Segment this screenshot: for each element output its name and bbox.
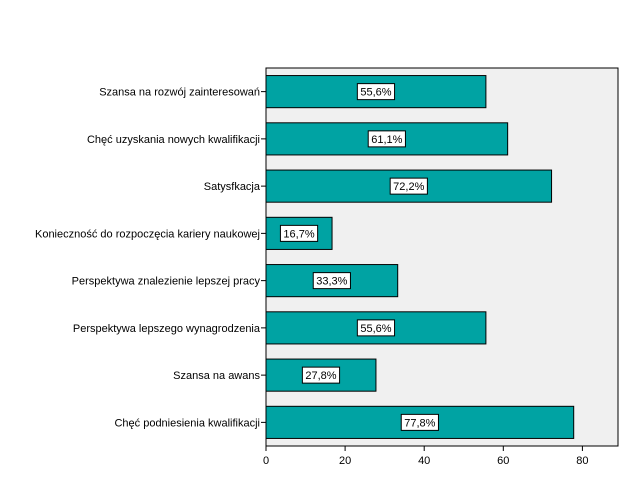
x-tick-label: 0 — [263, 455, 269, 467]
category-labels: Szansa na rozwój zainteresowań Chęć uzysk… — [35, 87, 266, 429]
x-tick-label: 80 — [576, 455, 588, 467]
data-label: 72,2% — [393, 181, 424, 193]
category-label: Konieczność do rozpoczęcia kariery nauko… — [35, 228, 260, 240]
data-label: 77,8% — [404, 417, 435, 429]
data-label: 55,6% — [360, 323, 391, 335]
bars-group: 55,6% 61,1% 72,2% 16,7% 33,3% 55,6% 27,8% 77,8% — [265, 75, 575, 439]
data-label-box — [400, 413, 439, 431]
data-label-box — [367, 130, 406, 148]
data-label: 16,7% — [283, 228, 314, 240]
category-label: Perspektywa lepszego wynagrodzenia — [73, 323, 261, 335]
x-tick-label: 40 — [418, 455, 430, 467]
data-label: 55,6% — [360, 87, 391, 99]
data-label: 33,3% — [316, 276, 347, 288]
data-label-box — [279, 224, 319, 242]
data-label-box — [356, 83, 396, 101]
category-label: Perspektywa znalezienie lepszej pracy — [72, 276, 261, 288]
x-tick-label: 20 — [339, 455, 351, 467]
data-label-box — [312, 272, 351, 290]
data-label: 61,1% — [371, 134, 402, 146]
data-label: 27,8% — [305, 370, 336, 382]
category-label: Chęć uzyskania nowych kwalifikacji — [87, 134, 260, 146]
x-axis-ticks: 0 20 40 60 80 — [263, 446, 589, 467]
data-label-box — [356, 319, 396, 337]
data-label-box — [389, 177, 428, 195]
category-label: Chęć podniesienia kwalifikacji — [114, 417, 260, 429]
data-label-box — [301, 366, 341, 384]
category-label: Satysfkacja — [204, 181, 261, 193]
category-label: Szansa na awans — [173, 370, 260, 382]
x-tick-label: 60 — [497, 455, 509, 467]
category-label: Szansa na rozwój zainteresowań — [99, 87, 260, 99]
